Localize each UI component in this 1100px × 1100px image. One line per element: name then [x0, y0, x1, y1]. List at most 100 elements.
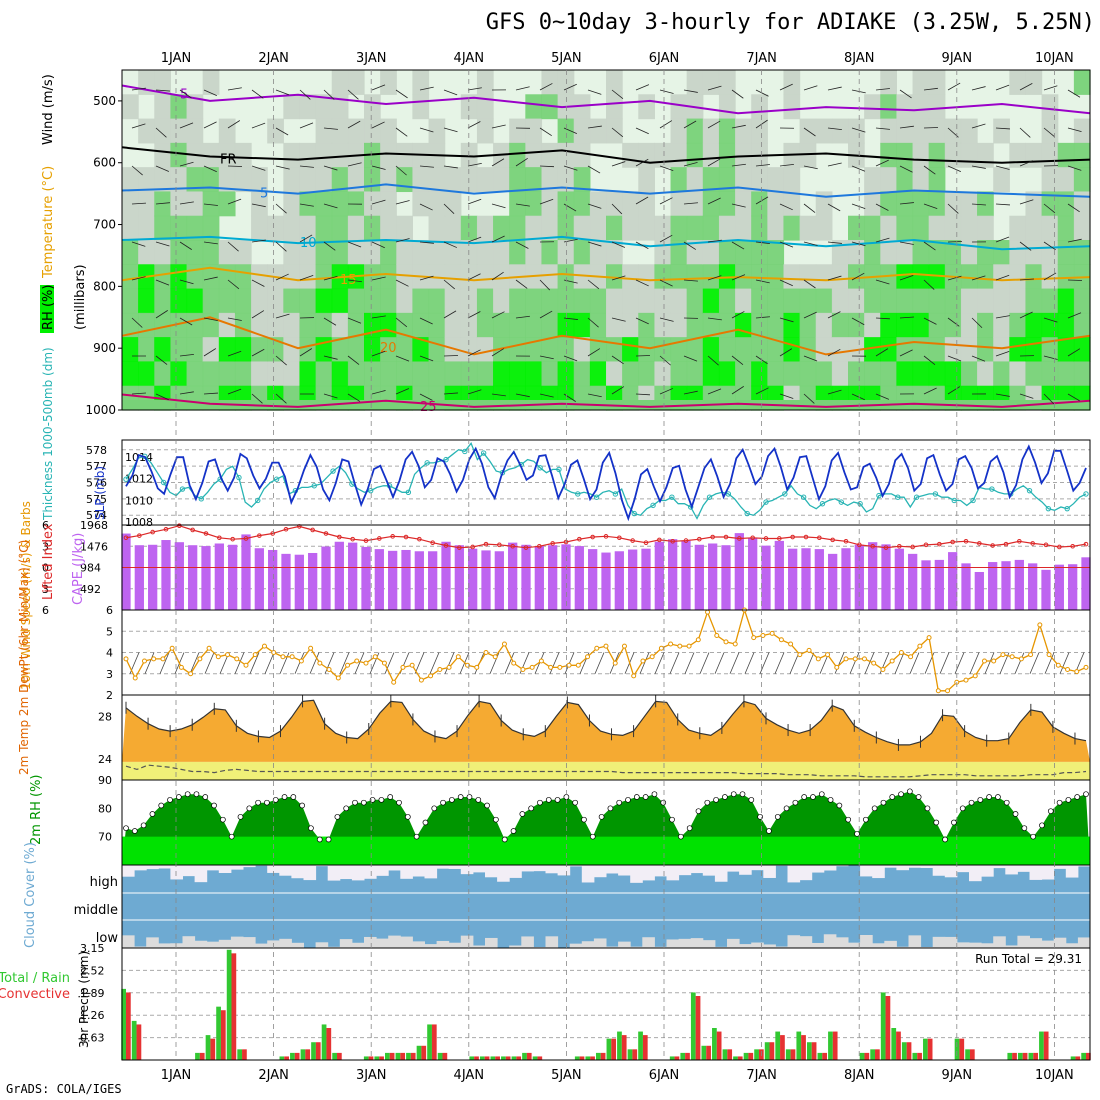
y-tick-label: 24	[98, 753, 112, 766]
high-cloud-gap	[1029, 865, 1043, 880]
wind-barb	[131, 165, 143, 176]
rh-cell	[154, 215, 171, 241]
wind-barb	[1043, 317, 1058, 323]
rh-cell	[557, 118, 575, 144]
wind-speed-point	[1065, 667, 1071, 672]
cape-bar	[1054, 564, 1064, 610]
rh-cell	[1057, 191, 1075, 217]
rh2m-point	[378, 796, 385, 803]
high-cloud-gap	[557, 865, 571, 876]
convective-rain-bar	[410, 1052, 416, 1060]
cape-bar	[788, 548, 798, 610]
rh-cell	[880, 288, 897, 314]
thickness-point	[763, 499, 769, 505]
rh-cell	[783, 337, 801, 363]
wind-barb	[347, 241, 362, 248]
wind-barb	[203, 348, 217, 357]
wind-barb	[909, 652, 920, 674]
convective-rain-bar	[495, 1056, 500, 1060]
rh-cell	[347, 70, 365, 95]
convective-rain-bar	[632, 1049, 638, 1060]
lifted-index-point	[523, 545, 529, 550]
rh-cell	[509, 215, 526, 241]
high-cloud-gap	[618, 865, 631, 876]
rh-cell	[977, 337, 994, 363]
y-tick-label: 1010	[125, 494, 153, 507]
rh-cell	[186, 264, 204, 290]
rh-cell	[702, 288, 720, 314]
lifted-index-point	[470, 544, 475, 550]
cape-bar	[521, 544, 531, 610]
wind-barb	[875, 127, 890, 130]
wind-barb	[539, 83, 553, 91]
wind-barb	[947, 165, 961, 173]
low-cloud-bar	[460, 935, 474, 948]
rh-cell	[331, 142, 349, 168]
isotherm-label: 15	[340, 273, 357, 288]
wind-barb	[155, 165, 170, 172]
wind-barb	[347, 162, 362, 167]
lifted-index-point	[283, 526, 289, 532]
low-cloud-bar	[194, 940, 208, 948]
y-tick-label: 800	[93, 279, 116, 293]
isotherm-label: 5	[260, 187, 268, 202]
rh-cell	[122, 215, 139, 241]
convective-rain-bar	[1043, 1031, 1049, 1060]
rh-cell	[670, 191, 688, 217]
high-cloud-gap	[218, 865, 232, 874]
rh-cell	[428, 215, 446, 241]
rh-cell	[686, 142, 704, 168]
total-rain-bar	[690, 992, 696, 1060]
wind-barb	[611, 203, 623, 215]
rh2m-point	[510, 828, 517, 834]
rh-cell	[880, 167, 897, 193]
low-cloud-bar	[569, 943, 583, 948]
rh2m-point	[140, 822, 147, 829]
rh-cell	[509, 337, 526, 363]
rh-cell	[767, 288, 785, 314]
high-cloud-gap	[956, 865, 970, 873]
rh-cell	[267, 288, 284, 314]
rh2m-point	[889, 794, 896, 800]
rh-cell	[1041, 361, 1059, 387]
wind-barb	[354, 652, 365, 674]
high-cloud-gap	[714, 865, 728, 882]
rh-cell	[218, 264, 236, 290]
wind-barb	[131, 123, 146, 129]
rh-cell	[864, 288, 881, 314]
convective-rain-bar	[748, 1052, 754, 1060]
rh-cell	[944, 215, 962, 241]
wind-barb	[227, 279, 240, 290]
lifted-index-point	[963, 538, 969, 544]
rh2m-point	[836, 802, 843, 809]
low-cloud-bar	[158, 943, 171, 948]
rh-cell	[331, 118, 349, 144]
rh-cell	[122, 337, 139, 363]
rh2m-point	[466, 794, 473, 800]
rh-cell	[1073, 70, 1091, 95]
rh-cell	[154, 118, 171, 144]
total-rain-bar	[701, 1045, 707, 1060]
low-cloud-bar	[848, 942, 861, 948]
wind-barb	[179, 241, 192, 250]
wind-barb	[1019, 393, 1034, 399]
rh-cell	[218, 142, 236, 168]
wind-barb	[299, 89, 311, 100]
rh-cell	[718, 167, 736, 193]
rh-cell	[686, 191, 704, 217]
rh2m-point	[581, 816, 587, 823]
low-cloud-bar	[206, 941, 220, 948]
lifted-index-point	[203, 531, 209, 536]
wind-barb	[323, 317, 337, 326]
high-cloud-gap	[1053, 865, 1067, 869]
low-cloud-bar	[896, 946, 909, 948]
cape-bar	[188, 545, 198, 610]
day-label-bottom: 3JAN	[356, 1068, 387, 1083]
rh-cell	[928, 312, 946, 338]
wind-barb	[491, 158, 505, 167]
wind-barb	[1067, 238, 1082, 243]
rh-cell	[186, 215, 204, 241]
rh-cell	[444, 312, 462, 338]
wind-speed-point	[917, 643, 923, 649]
rh2m-point	[352, 799, 358, 806]
